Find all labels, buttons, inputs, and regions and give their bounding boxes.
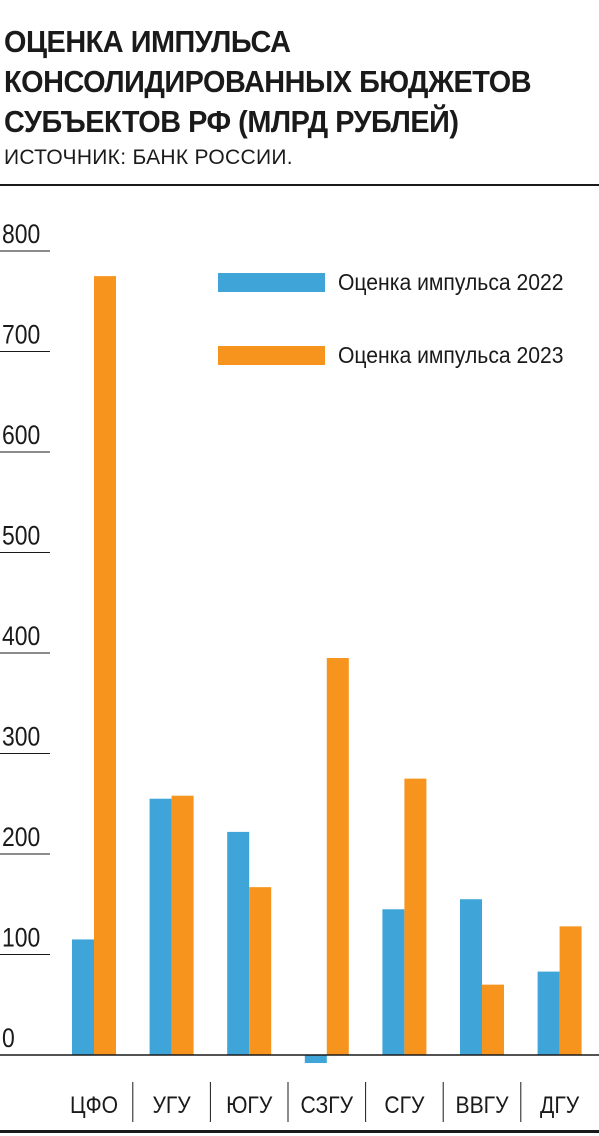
- bar-2022: [537, 971, 560, 1055]
- x-tick-label: ЮГУ: [226, 1092, 273, 1119]
- bar-2022: [304, 1055, 327, 1064]
- chart-title: ОЦЕНКА ИМПУЛЬСА КОНСОЛИДИРОВАННЫХ БЮДЖЕТ…: [4, 22, 553, 142]
- y-tick-label: 400: [2, 621, 40, 651]
- x-tick-label: ВВГУ: [455, 1092, 509, 1119]
- chart-title-line: СУБЪЕКТОВ РФ (МЛРД РУБЛЕЙ): [4, 104, 459, 139]
- legend-label: Оценка импульса 2022: [338, 269, 564, 295]
- chart-source: ИСТОЧНИК: БАНК РОССИИ.: [4, 146, 293, 169]
- x-tick-label: ДГУ: [540, 1092, 580, 1119]
- y-tick-label: 300: [2, 722, 40, 752]
- bar-2023: [249, 887, 272, 1055]
- top-divider: [0, 184, 599, 186]
- x-tick-label: УГУ: [152, 1092, 191, 1119]
- y-tick-label: 700: [2, 320, 40, 350]
- y-tick-label: 0: [2, 1023, 15, 1053]
- bar-2022: [382, 909, 405, 1055]
- bar-2023: [404, 778, 427, 1055]
- y-tick-label: 100: [2, 923, 40, 953]
- bar-chart: 0 100 200 300 400 500 600 700 800 ЦФО УГУ ЮГУ СЗГУ СГ…: [0, 219, 599, 1122]
- x-tick-label: ЦФО: [70, 1092, 118, 1119]
- y-tick-label: 600: [2, 420, 40, 450]
- bottom-divider: [0, 1130, 599, 1133]
- y-tick-label: 200: [2, 822, 40, 852]
- bar-2023: [326, 658, 349, 1055]
- bar-2022: [149, 798, 172, 1055]
- x-tick-label: СГУ: [384, 1092, 425, 1119]
- bar-2023: [94, 276, 116, 1055]
- chart-title-line: ОЦЕНКА ИМПУЛЬСА: [4, 24, 291, 59]
- bar-2023: [482, 984, 504, 1055]
- x-tick-label: СЗГУ: [301, 1092, 354, 1119]
- legend-label: Оценка импульса 2023: [338, 342, 564, 368]
- legend-swatch: [218, 273, 325, 292]
- y-tick-label: 500: [2, 521, 40, 551]
- bar-2022: [72, 939, 94, 1055]
- legend-swatch: [218, 346, 325, 365]
- bar-2023: [559, 926, 582, 1055]
- y-tick-label: 800: [2, 219, 40, 249]
- bar-2022: [227, 831, 250, 1055]
- bar-2022: [460, 899, 482, 1055]
- bar-2023: [171, 795, 194, 1055]
- chart-title-line: КОНСОЛИДИРОВАННЫХ БЮДЖЕТОВ: [4, 64, 532, 99]
